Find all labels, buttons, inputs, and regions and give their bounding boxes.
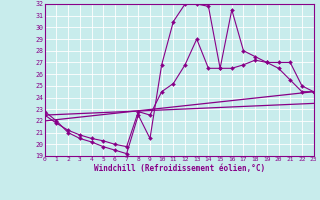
- X-axis label: Windchill (Refroidissement éolien,°C): Windchill (Refroidissement éolien,°C): [94, 164, 265, 173]
